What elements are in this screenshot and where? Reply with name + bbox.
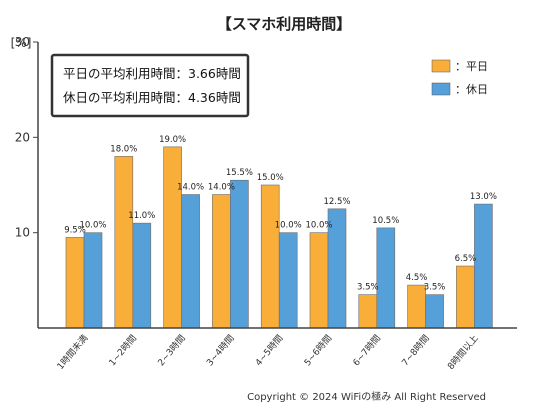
legend-swatch-holiday [431,82,451,96]
data-label-weekday: 10.0% [305,221,332,231]
data-label-holiday: 12.5% [323,197,350,207]
annotation-weekday: 平日の平均利用時間：3.66時間 [63,66,241,81]
y-tick-label: 30 [15,35,30,49]
data-labels: 9.5%10.0%18.0%11.0%19.0%14.0% 14.0%15.5% 1… [64,135,497,293]
bar-weekday [212,194,231,329]
copyright-text: Copyright © 2024 WiFiの極み All Right Reser… [247,390,486,403]
data-label-holiday: 10.0% [275,221,302,231]
y-tick-label: 10 [15,226,30,240]
bar-holiday [181,194,200,329]
bar-weekday [358,294,378,329]
bar-weekday [456,265,475,329]
y-tick-label: 20 [15,130,30,144]
bar-holiday [474,203,493,329]
bar-holiday [376,227,396,329]
data-label-weekday: 19.0% [159,135,186,145]
bar-holiday [132,222,152,329]
data-label-holiday: 15.5% [226,168,253,178]
chart-title: 【スマホ利用時間】 [217,15,352,33]
y-axis-label: [%] [11,36,32,50]
bar-weekday [163,146,182,329]
x-tick-label: 2~3時間 [156,333,188,368]
x-tick-label: 1~2時間 [107,333,139,368]
data-label-holiday: 13.0% [470,192,497,202]
x-tick-label: 7~8時間 [400,333,432,368]
bar-holiday [278,232,298,329]
x-tick-label: 4~5時間 [253,333,285,368]
bar-weekday [260,184,280,329]
bar-weekday [309,232,329,329]
x-tick-label: 6~7時間 [351,333,383,368]
data-label-holiday: 10.5% [372,216,399,226]
x-tick-label: 1時間未満 [54,332,90,372]
data-label-weekday: 3.5% [357,283,379,293]
annotation-holiday: 休日の平均利用時間：4.36時間 [63,90,241,105]
legend-swatch-weekday [431,59,451,73]
data-label-weekday: 9.5% [64,225,86,235]
x-axis-ticks: 1時間未満 1~2時間 2~3時間 3~4時間 4~5時間 5~6時間 6~7時間 7~8時間… [54,332,480,372]
bar-holiday [230,179,249,329]
data-label-holiday: 10.0% [79,221,106,231]
annotation-box: 平日の平均利用時間：3.66時間 休日の平均利用時間：4.36時間 [50,53,250,118]
x-tick-label: 8時間以上 [445,333,480,372]
data-label-holiday: 11.0% [128,211,155,221]
data-label-weekday: 6.5% [455,254,477,264]
data-label-weekday: 15.0% [257,173,284,183]
data-label-holiday: 3.5% [424,283,446,293]
legend-label-weekday: ：平日 [455,60,488,73]
bar-weekday [65,237,85,329]
legend: ：平日 ：休日 [431,59,488,96]
y-axis-ticks: 10 20 30 [15,35,38,240]
annotation-frame [50,53,250,118]
legend-label-holiday: ：休日 [455,83,488,96]
bars [65,146,493,329]
data-label-weekday: 18.0% [110,144,137,154]
bar-holiday [83,232,103,329]
data-label-holiday: 14.0% [177,183,204,193]
bar-holiday [425,294,444,329]
x-tick-label: 3~4時間 [204,333,236,368]
data-label-weekday: 4.5% [406,273,428,283]
data-label-weekday: 14.0% [208,183,235,193]
bar-weekday [114,156,134,329]
x-tick-label: 5~6時間 [302,333,334,368]
